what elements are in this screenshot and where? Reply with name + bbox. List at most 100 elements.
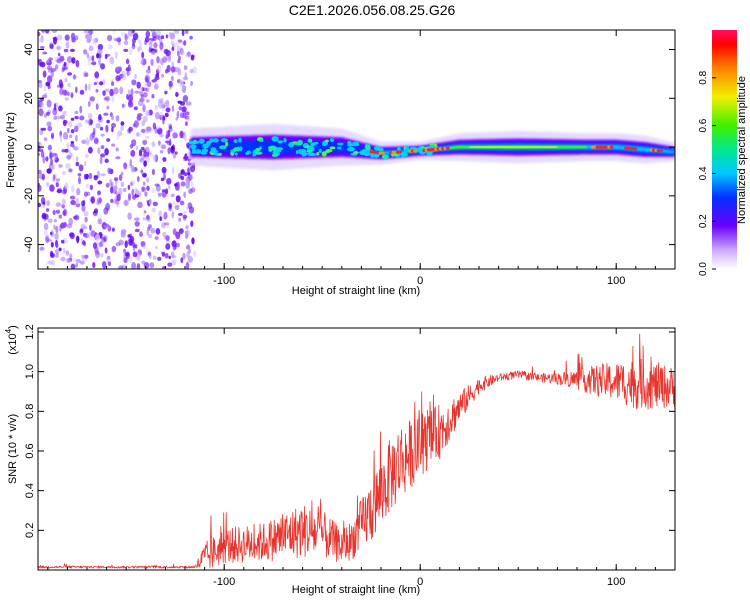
- noise-blob: [46, 66, 53, 71]
- signal-spot: [271, 153, 279, 157]
- noise-blob: [88, 234, 93, 238]
- noise-blob: [73, 146, 79, 151]
- noise-blob: [76, 122, 83, 128]
- signal-spot: [219, 146, 226, 150]
- noise-blob: [131, 139, 137, 147]
- noise-blob: [100, 252, 104, 258]
- noise-blob: [161, 222, 166, 229]
- noise-blob: [176, 242, 180, 248]
- noise-blob: [185, 116, 191, 123]
- noise-blob: [70, 129, 75, 134]
- signal-spot: [353, 151, 359, 154]
- noise-blob: [154, 76, 160, 81]
- noise-blob: [171, 166, 175, 175]
- noise-blob: [43, 222, 49, 231]
- noise-blob: [150, 227, 156, 234]
- noise-blob: [42, 51, 48, 55]
- noise-blob: [129, 158, 133, 167]
- noise-blob: [97, 218, 103, 225]
- noise-blob: [137, 38, 141, 44]
- noise-blob: [69, 134, 73, 138]
- noise-blob: [141, 186, 145, 193]
- noise-blob: [193, 250, 197, 258]
- noise-blob: [54, 233, 58, 240]
- noise-blob: [87, 118, 90, 124]
- noise-blob: [154, 236, 159, 240]
- noise-blob: [128, 94, 134, 103]
- noise-blob: [190, 220, 194, 227]
- noise-blob: [62, 247, 66, 254]
- noise-blob: [46, 99, 52, 108]
- noise-blob: [183, 191, 187, 198]
- noise-blob: [148, 46, 152, 53]
- noise-blob: [78, 164, 84, 172]
- noise-blob: [142, 92, 148, 98]
- noise-blob: [183, 40, 187, 46]
- noise-blob: [109, 178, 112, 187]
- noise-blob: [43, 137, 48, 142]
- svg-text:(x104): (x104): [4, 325, 19, 355]
- noise-blob: [165, 243, 171, 250]
- noise-blob: [38, 152, 41, 157]
- noise-blob: [47, 69, 53, 73]
- noise-blob: [106, 34, 113, 42]
- noise-blob: [161, 114, 165, 121]
- noise-blob: [120, 121, 125, 126]
- noise-blob: [115, 115, 120, 122]
- noise-blob: [38, 37, 44, 43]
- noise-blob: [111, 115, 114, 121]
- signal-spot: [381, 154, 389, 160]
- noise-blob: [47, 84, 51, 90]
- noise-blob: [129, 235, 135, 244]
- noise-blob: [183, 65, 188, 71]
- spectrogram-x-tick-label: -100: [213, 275, 235, 287]
- noise-blob: [178, 217, 182, 222]
- signal-spot: [322, 141, 327, 146]
- noise-blob: [132, 242, 136, 249]
- noise-blob: [92, 127, 96, 136]
- noise-blob: [182, 252, 186, 260]
- noise-blob: [136, 263, 141, 269]
- noise-blob: [130, 181, 134, 186]
- noise-blob: [185, 53, 191, 58]
- noise-blob: [166, 177, 172, 185]
- noise-blob: [53, 103, 57, 111]
- snr-y-axis-label: SNR (10 * v/v): [7, 414, 19, 484]
- noise-blob: [46, 168, 52, 174]
- noise-blob: [94, 250, 100, 255]
- noise-blob: [179, 229, 183, 235]
- noise-blob: [66, 258, 71, 263]
- noise-blob: [131, 30, 135, 34]
- noise-blob: [164, 90, 168, 95]
- noise-blob: [136, 132, 139, 137]
- noise-blob: [69, 195, 76, 200]
- noise-blob: [38, 144, 41, 152]
- noise-blob: [63, 49, 68, 53]
- noise-blob: [140, 241, 146, 247]
- noise-blob: [104, 95, 111, 102]
- signal-spot: [202, 143, 209, 149]
- noise-blob: [182, 214, 188, 219]
- noise-blob: [151, 50, 156, 55]
- colorbar-label: Normalized spectral amplitude: [736, 76, 748, 224]
- noise-blob: [81, 204, 86, 212]
- noise-blob: [53, 37, 57, 45]
- noise-blob: [104, 88, 110, 92]
- noise-blob: [161, 166, 167, 174]
- noise-blob: [146, 151, 150, 157]
- noise-blob: [39, 61, 46, 68]
- noise-blob: [85, 119, 89, 124]
- signal-spot: [428, 145, 436, 149]
- noise-blob: [170, 193, 175, 198]
- noise-blob: [144, 210, 147, 214]
- signal-spot: [198, 138, 205, 144]
- noise-blob: [108, 43, 113, 50]
- colorbar-tick-label: 0.0: [698, 262, 709, 276]
- noise-blob: [75, 60, 80, 68]
- noise-blob: [173, 30, 180, 34]
- noise-blob: [142, 139, 148, 146]
- noise-blob: [67, 149, 72, 154]
- noise-blob: [155, 245, 158, 250]
- spectrogram-marks: [38, 30, 675, 269]
- noise-blob: [96, 52, 100, 59]
